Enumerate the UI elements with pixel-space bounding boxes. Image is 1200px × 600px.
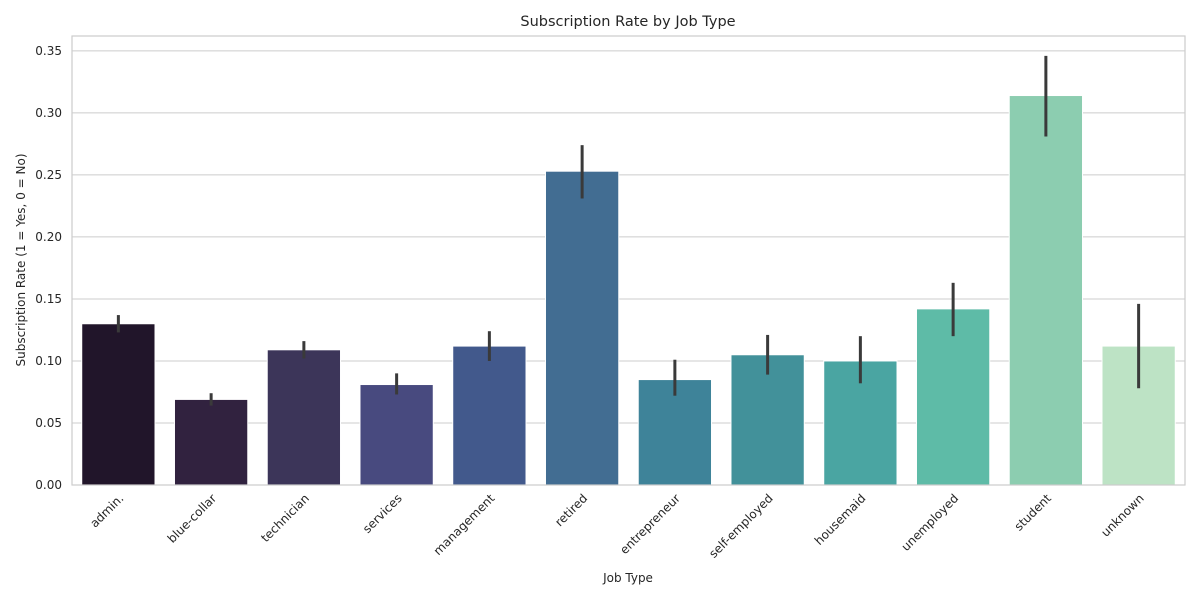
bar-entrepreneur bbox=[637, 379, 713, 486]
y-axis-label: Subscription Rate (1 = Yes, 0 = No) bbox=[14, 153, 28, 366]
y-tick-label: 0.05 bbox=[35, 416, 62, 430]
x-tick-label: self-employed bbox=[706, 491, 776, 561]
x-tick-label: blue-collar bbox=[165, 491, 220, 546]
x-tick-label: services bbox=[360, 491, 405, 536]
x-tick-label: retired bbox=[552, 491, 590, 529]
x-tick-label: unemployed bbox=[899, 491, 962, 554]
y-tick-label: 0.00 bbox=[35, 478, 62, 492]
y-tick-label: 0.10 bbox=[35, 354, 62, 368]
y-tick-label: 0.35 bbox=[35, 44, 62, 58]
bar-retired bbox=[544, 170, 620, 486]
y-axis-ticks: 0.00 0.05 0.10 0.15 0.20 0.25 0.30 0.35 bbox=[35, 44, 62, 492]
x-tick-label: management bbox=[431, 491, 498, 558]
x-tick-label: unknown bbox=[1098, 491, 1146, 539]
error-bars bbox=[116, 55, 1141, 406]
x-tick-label: entrepreneur bbox=[617, 491, 683, 557]
bar-management bbox=[452, 345, 527, 486]
bar-services bbox=[359, 384, 434, 486]
x-axis-label: Job Type bbox=[602, 571, 653, 585]
x-tick-label: technician bbox=[258, 491, 312, 545]
x-tick-label: housemaid bbox=[812, 491, 869, 548]
bar-student bbox=[1008, 95, 1084, 486]
gridlines bbox=[72, 50, 1185, 486]
y-tick-label: 0.15 bbox=[35, 292, 62, 306]
chart-title: Subscription Rate by Job Type bbox=[520, 14, 735, 30]
x-axis-ticks: admin. blue-collar technician services manag… bbox=[87, 491, 1146, 561]
bar-unemployed bbox=[915, 308, 991, 486]
x-tick-label: student bbox=[1012, 491, 1055, 534]
y-tick-label: 0.30 bbox=[35, 106, 62, 120]
plot-frame bbox=[71, 35, 1186, 486]
bar-admin bbox=[81, 323, 156, 486]
bar-self-employed bbox=[730, 354, 805, 486]
bar-blue-collar bbox=[173, 398, 249, 486]
x-tick-label: admin. bbox=[87, 491, 126, 530]
bar-technician bbox=[266, 349, 342, 486]
y-tick-label: 0.25 bbox=[35, 168, 62, 182]
y-tick-label: 0.20 bbox=[35, 230, 62, 244]
bars bbox=[81, 95, 1176, 486]
